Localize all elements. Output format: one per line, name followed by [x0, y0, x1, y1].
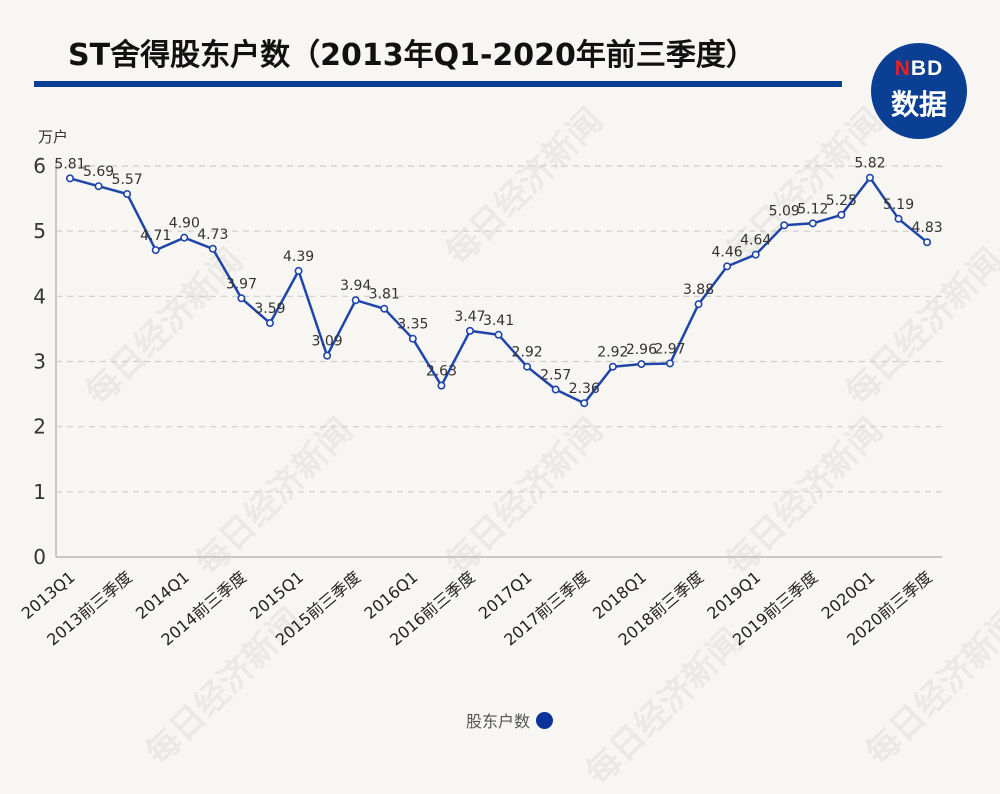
- data-label: 2.92: [512, 345, 543, 361]
- data-point[interactable]: [151, 246, 160, 255]
- data-label: 2.92: [597, 345, 628, 361]
- data-point[interactable]: [923, 238, 932, 247]
- data-point[interactable]: [780, 221, 789, 230]
- data-point[interactable]: [237, 294, 246, 303]
- data-label: 3.94: [340, 278, 371, 294]
- data-label: 3.41: [483, 313, 514, 329]
- data-point[interactable]: [608, 362, 617, 371]
- data-label: 3.47: [454, 309, 485, 325]
- data-point[interactable]: [523, 362, 532, 371]
- logo-n: N: [894, 57, 911, 80]
- data-point[interactable]: [180, 233, 189, 242]
- data-point[interactable]: [94, 182, 103, 191]
- data-point[interactable]: [351, 296, 360, 305]
- data-point[interactable]: [580, 399, 589, 408]
- data-label: 5.25: [826, 193, 857, 209]
- data-point[interactable]: [437, 381, 446, 390]
- data-point[interactable]: [123, 190, 132, 199]
- legend: 股东户数: [466, 708, 554, 732]
- data-point[interactable]: [323, 351, 332, 360]
- data-point[interactable]: [751, 250, 760, 259]
- data-label: 5.57: [112, 172, 143, 188]
- data-label: 5.81: [54, 156, 85, 172]
- data-label: 5.19: [883, 197, 914, 213]
- y-axis-unit-label: 万户: [38, 128, 68, 146]
- data-label: 4.71: [140, 228, 171, 244]
- data-label: 4.73: [197, 227, 228, 243]
- data-label: 4.64: [740, 233, 771, 249]
- y-tick-label: 5: [33, 219, 46, 243]
- data-point[interactable]: [380, 304, 389, 313]
- logo-bd: BD: [910, 57, 944, 80]
- y-tick-label: 2: [33, 415, 46, 439]
- data-point[interactable]: [265, 319, 274, 328]
- data-label: 3.81: [369, 287, 400, 303]
- data-point[interactable]: [808, 219, 817, 228]
- data-label: 3.35: [397, 317, 428, 333]
- y-tick-label: 6: [33, 154, 46, 178]
- chart-title: ST舍得股东户数（2013年Q1-2020年前三季度）: [68, 38, 756, 73]
- y-tick-label: 4: [33, 284, 46, 308]
- data-label: 3.59: [254, 301, 285, 317]
- data-point[interactable]: [837, 210, 846, 219]
- data-label: 2.97: [654, 341, 685, 357]
- logo-subtitle: 数据: [890, 88, 947, 121]
- data-point[interactable]: [894, 214, 903, 223]
- data-label: 4.83: [912, 220, 943, 236]
- data-point[interactable]: [208, 244, 217, 253]
- data-point[interactable]: [637, 360, 646, 369]
- legend-label: 股东户数: [466, 712, 531, 731]
- data-label: 4.46: [712, 244, 743, 260]
- title-underline: [34, 81, 842, 87]
- line-chart: 万户01234562013Q12013前三季度2014Q12014前三季度201…: [18, 128, 943, 649]
- data-point[interactable]: [294, 266, 303, 275]
- y-tick-label: 3: [33, 350, 46, 374]
- data-point[interactable]: [465, 326, 474, 335]
- data-label: 3.09: [312, 334, 343, 350]
- data-label: 5.82: [854, 156, 885, 172]
- legend-marker-icon: [536, 711, 554, 729]
- data-label: 2.96: [626, 342, 657, 358]
- data-label: 4.39: [283, 249, 314, 265]
- data-point[interactable]: [694, 300, 703, 309]
- data-point[interactable]: [66, 174, 75, 183]
- nbd-data-logo: NBD 数据: [871, 43, 967, 139]
- data-point[interactable]: [723, 262, 732, 271]
- data-point[interactable]: [408, 334, 417, 343]
- data-point[interactable]: [865, 173, 874, 182]
- data-label: 2.63: [426, 364, 457, 380]
- y-tick-label: 0: [33, 545, 46, 569]
- data-label: 5.69: [83, 164, 114, 180]
- data-label: 3.97: [226, 276, 257, 292]
- data-label: 3.88: [683, 282, 714, 298]
- data-label: 5.09: [769, 203, 800, 219]
- data-point[interactable]: [665, 359, 674, 368]
- y-tick-label: 1: [33, 480, 46, 504]
- data-label: 5.12: [797, 201, 828, 217]
- data-label: 4.90: [169, 216, 200, 232]
- data-label: 2.36: [569, 381, 600, 397]
- data-point[interactable]: [494, 330, 503, 339]
- data-label: 2.57: [540, 368, 571, 384]
- data-point[interactable]: [551, 385, 560, 394]
